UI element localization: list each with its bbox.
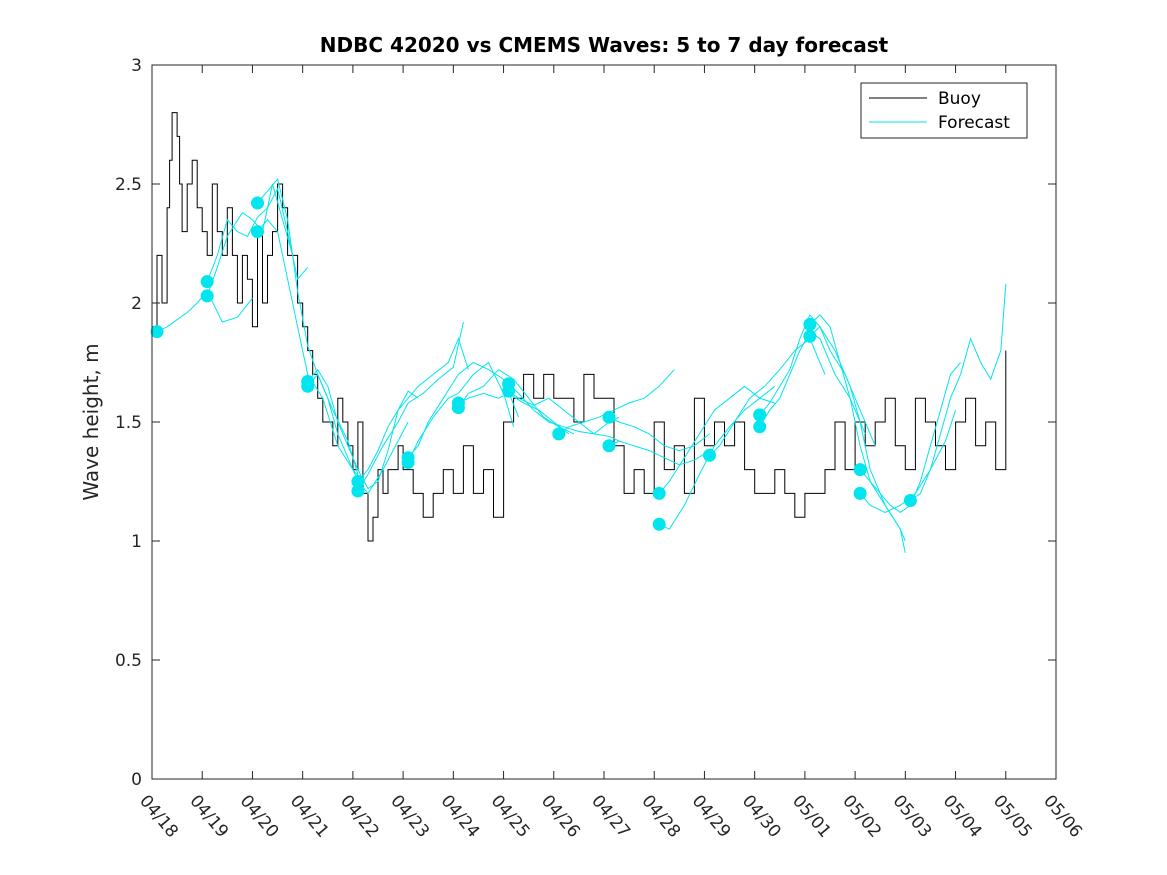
forecast-run-line	[156, 290, 253, 333]
plot-area	[152, 65, 1056, 779]
y-axis-label: Wave height, m	[79, 343, 103, 500]
buoy-series	[152, 112, 1007, 542]
forecast-run-line	[608, 440, 710, 466]
y-axis-ticks: 0 0.5 1 1.5 2 2.5 3	[115, 56, 1056, 790]
forecast-run-line	[910, 283, 1007, 501]
forecast-marker	[351, 475, 365, 488]
forecast-marker	[703, 448, 716, 462]
forecast-marker	[602, 410, 616, 424]
forecast-run-line	[257, 218, 364, 482]
forecast-marker	[401, 456, 415, 469]
buoy-line	[152, 112, 1007, 542]
forecast-marker	[803, 329, 817, 343]
forecast-run-line	[809, 326, 906, 554]
forecast-marker	[552, 427, 566, 441]
forecast-marker	[803, 317, 817, 331]
forecast-marker	[251, 225, 264, 239]
forecast-marker	[451, 401, 465, 415]
forecast-marker	[903, 494, 917, 507]
forecast-marker	[652, 486, 666, 500]
legend-forecast-label: Forecast	[938, 113, 1010, 133]
forecast-marker	[753, 420, 767, 434]
forecast-run-line	[206, 187, 309, 282]
forecast-marker	[853, 463, 867, 477]
forecast-marker	[351, 484, 365, 498]
forecast-marker	[150, 325, 164, 339]
forecast-run-line	[357, 337, 469, 482]
forecast-run-line	[508, 390, 620, 435]
forecast-marker	[301, 379, 315, 393]
chart-title: NDBC 42020 vs CMEMS Waves: 5 to 7 day fo…	[320, 33, 889, 57]
y-tick-label: 1.5	[115, 413, 142, 433]
legend-buoy-label: Buoy	[938, 89, 981, 109]
forecast-start-markers	[150, 196, 917, 531]
legend-box	[860, 82, 1028, 139]
y-tick-label: 2	[131, 294, 142, 314]
forecast-marker	[753, 408, 767, 422]
y-tick-label: 2.5	[115, 175, 142, 195]
y-tick-label: 3	[131, 56, 142, 76]
forecast-run-line	[709, 337, 826, 456]
legend: Buoy Forecast	[860, 82, 1028, 139]
forecast-marker	[853, 486, 867, 500]
forecast-marker	[502, 384, 516, 398]
forecast-run-line	[558, 369, 675, 435]
forecast-run-line	[257, 178, 359, 475]
forecast-run-line	[206, 183, 294, 297]
forecast-run-line	[508, 383, 620, 442]
y-tick-label: 1	[131, 532, 142, 552]
forecast-run-line	[307, 373, 409, 495]
forecast-run-line	[407, 361, 520, 459]
forecast-marker	[602, 439, 616, 453]
forecast-marker	[251, 196, 264, 210]
forecast-marker	[200, 289, 214, 303]
forecast-run-line	[357, 321, 464, 492]
forecast-run-line	[658, 397, 775, 530]
forecast-run-line	[759, 330, 866, 435]
forecast-marker	[200, 275, 214, 289]
forecast-marker	[652, 517, 666, 531]
y-tick-label: 0.5	[115, 651, 142, 671]
forecast-run-line	[407, 361, 515, 463]
y-tick-label: 0	[131, 770, 142, 790]
